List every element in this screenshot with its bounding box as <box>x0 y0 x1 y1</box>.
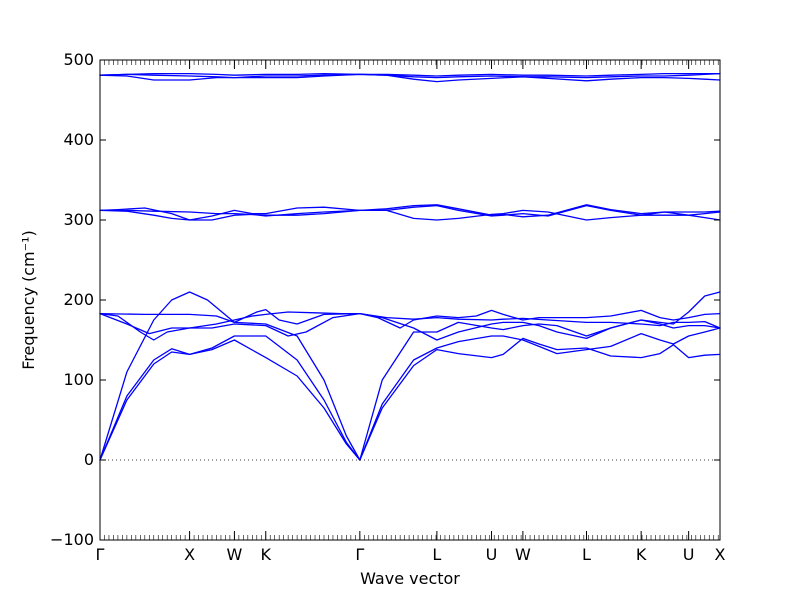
y-axis-ticks: −100 0 100 200 300 400 500 <box>50 50 720 549</box>
band-line-10 <box>99 73 721 83</box>
band-line-8 <box>99 209 721 221</box>
band-line-1 <box>99 337 721 461</box>
x-tick-label: Γ <box>355 545 364 564</box>
band-line-3 <box>99 291 721 461</box>
x-tick-label: X <box>184 545 195 564</box>
y-tick-label: 500 <box>63 50 94 69</box>
x-tick-label: Γ <box>96 545 105 564</box>
y-tick-label: 300 <box>63 210 94 229</box>
band-line-4 <box>99 312 721 341</box>
x-tick-label: U <box>486 545 498 564</box>
y-tick-label: 0 <box>84 450 94 469</box>
x-axis-label: Wave vector <box>360 569 460 588</box>
plot-frame <box>99 59 721 541</box>
band-line-2 <box>99 327 721 461</box>
band-line-12 <box>99 72 721 77</box>
band-line-5 <box>99 309 721 335</box>
x-tick-label: W <box>515 545 531 564</box>
minor-ticks <box>99 60 719 540</box>
x-tick-label: L <box>582 545 591 564</box>
y-tick-label: 100 <box>63 370 94 389</box>
x-tick-label: W <box>226 545 242 564</box>
plot-lines <box>99 72 721 461</box>
x-tick-label: L <box>432 545 441 564</box>
x-tick-label: X <box>715 545 726 564</box>
band-line-9 <box>99 204 721 218</box>
band-line-6 <box>99 308 721 329</box>
band-line-7 <box>99 204 721 221</box>
y-tick-label: 400 <box>63 130 94 149</box>
y-axis-label: Frequency (cm⁻¹) <box>19 230 38 369</box>
band-line-11 <box>99 72 721 79</box>
y-tick-label: −100 <box>50 530 94 549</box>
x-tick-label: U <box>683 545 695 564</box>
x-tick-label: K <box>636 545 647 564</box>
x-tick-label: K <box>261 545 272 564</box>
y-tick-label: 200 <box>63 290 94 309</box>
